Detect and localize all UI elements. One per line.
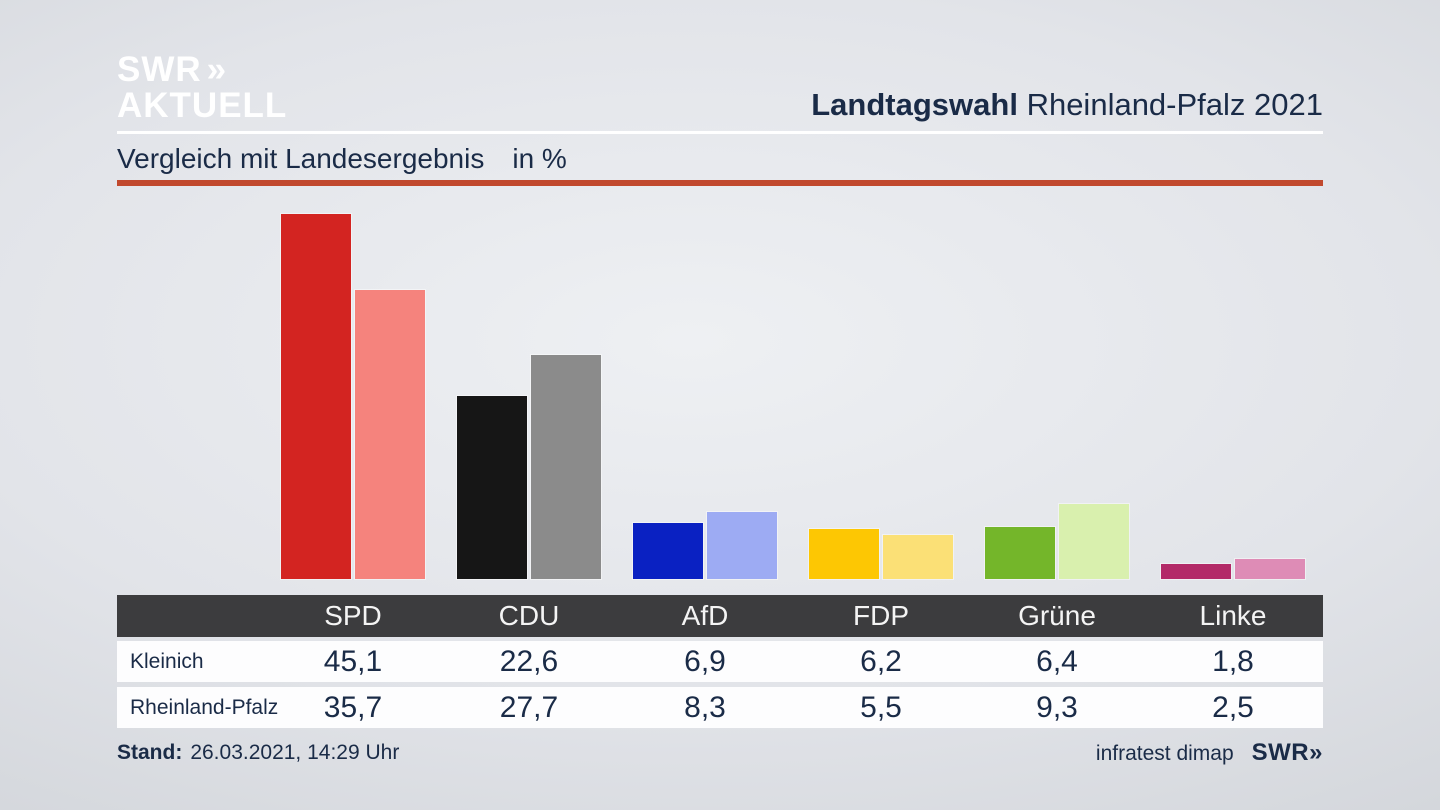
table-row-rheinland-pfalz: Rheinland-Pfalz 35,7 27,7 8,3 5,5 9,3 2,5: [117, 687, 1323, 728]
row-label-kleinich: Kleinich: [130, 649, 204, 673]
divider-red: [117, 180, 1323, 186]
bar-kleinich-fdp: [809, 529, 879, 579]
timestamp: Stand: 26.03.2021, 14:29 Uhr: [117, 741, 399, 765]
title-regular-part: Rheinland-Pfalz 2021: [1017, 87, 1323, 122]
swr-logo-small: SWR»: [1252, 739, 1323, 767]
divider-white: [117, 131, 1323, 134]
bar-rheinland-pfalz-gr-ne: [1059, 504, 1129, 579]
bar-group-spd: [281, 214, 425, 579]
bar-rheinland-pfalz-afd: [707, 512, 777, 579]
value-rheinland-pfalz-cdu: 27,7: [499, 690, 559, 724]
double-chevron-icon: »: [1309, 739, 1323, 766]
table-row-kleinich: Kleinich 45,1 22,6 6,9 6,2 6,4 1,8: [117, 641, 1323, 682]
value-rheinland-pfalz-spd: 35,7: [323, 690, 383, 724]
logo-swr-text: SWR: [117, 50, 202, 89]
bar-kleinich-spd: [281, 214, 351, 579]
value-kleinich-fdp: 6,2: [860, 644, 902, 678]
subtitle-unit: in %: [512, 143, 567, 174]
credits: infratest dimap SWR»: [1096, 739, 1323, 767]
bar-group-afd: [633, 512, 777, 579]
row-label-rheinland-pfalz: Rheinland-Pfalz: [130, 695, 279, 719]
value-rheinland-pfalz-gr-ne: 9,3: [1036, 690, 1078, 724]
results-table: SPD CDU AfD FDP Grüne Linke Kleinich 45,1 22,6 6…: [117, 595, 1323, 728]
stand-label: Stand:: [117, 741, 183, 764]
value-rheinland-pfalz-afd: 8,3: [684, 690, 726, 724]
bar-group-cdu: [457, 355, 601, 579]
bar-group-fdp: [809, 529, 953, 579]
value-kleinich-gr-ne: 6,4: [1036, 644, 1078, 678]
bar-rheinland-pfalz-linke: [1235, 559, 1305, 579]
bar-group-linke: [1161, 559, 1305, 579]
value-rheinland-pfalz-linke: 2,5: [1212, 690, 1254, 724]
bar-rheinland-pfalz-spd: [355, 290, 425, 579]
bar-kleinich-gr-ne: [985, 527, 1055, 579]
value-kleinich-linke: 1,8: [1212, 644, 1254, 678]
chart-subtitle: Vergleich mit Landesergebnis in %: [117, 143, 567, 175]
value-kleinich-cdu: 22,6: [499, 644, 559, 678]
value-rheinland-pfalz-fdp: 5,5: [860, 690, 902, 724]
swr-logo-small-text: SWR: [1251, 739, 1310, 766]
logo-line-1: SWR»: [117, 52, 287, 88]
bar-chart: [117, 186, 1323, 579]
column-header-cdu: CDU: [498, 600, 560, 631]
column-header-spd: SPD: [324, 600, 382, 631]
value-kleinich-afd: 6,9: [684, 644, 726, 678]
infratest-dimap-label: infratest dimap: [1095, 742, 1234, 765]
bar-rheinland-pfalz-fdp: [883, 535, 953, 579]
column-header-linke: Linke: [1199, 600, 1267, 631]
subtitle-text: Vergleich mit Landesergebnis: [117, 143, 485, 174]
page-title: Landtagswahl Rheinland-Pfalz 2021: [117, 88, 1323, 122]
column-header-gr-ne: Grüne: [1018, 600, 1096, 631]
value-kleinich-spd: 45,1: [323, 644, 383, 678]
double-chevron-icon: »: [206, 50, 227, 89]
table-header: SPD CDU AfD FDP Grüne Linke: [117, 595, 1323, 637]
column-header-fdp: FDP: [853, 600, 909, 631]
title-bold-part: Landtagswahl: [811, 87, 1018, 122]
column-header-afd: AfD: [681, 600, 729, 631]
bar-rheinland-pfalz-cdu: [531, 355, 601, 579]
swr-aktuell-logo: SWR» AKTUELL: [117, 52, 287, 124]
bar-group-gr-ne: [985, 504, 1129, 579]
bar-kleinich-cdu: [457, 396, 527, 579]
stand-value: 26.03.2021, 14:29 Uhr: [190, 741, 400, 764]
logo-line-2: AKTUELL: [117, 86, 288, 125]
bar-kleinich-linke: [1161, 564, 1231, 579]
bar-kleinich-afd: [633, 523, 703, 579]
